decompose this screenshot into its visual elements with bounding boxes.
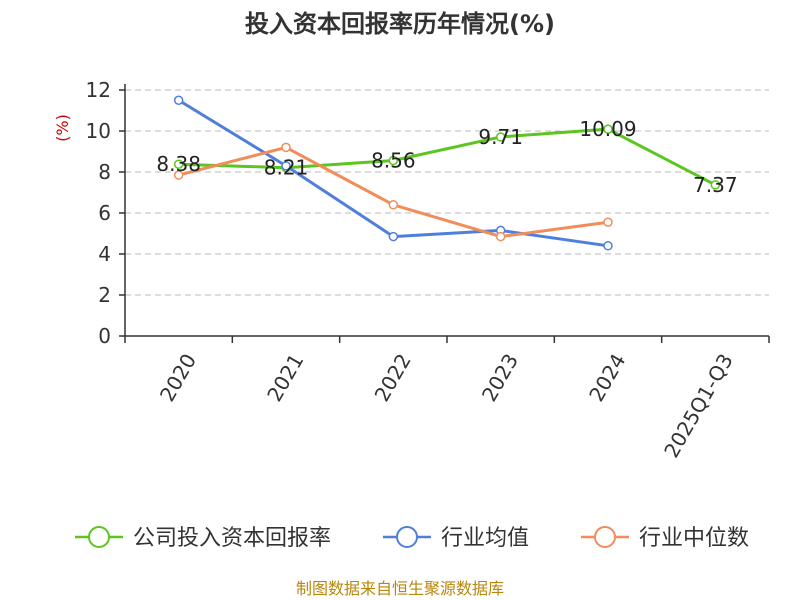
source-note: 制图数据来自恒生聚源数据库 [296, 579, 504, 598]
data-point [710, 180, 721, 190]
y-tick-label: 6 [98, 201, 111, 225]
data-point [603, 241, 613, 251]
y-tick-label: 8 [98, 160, 111, 184]
x-tick-label: 2021 [262, 350, 308, 406]
data-point [281, 142, 291, 153]
x-tick-label: 2025Q1-Q3 [659, 350, 738, 462]
data-point [388, 155, 399, 166]
legend-marker [88, 526, 110, 548]
y-tick-label: 0 [98, 324, 111, 348]
legend: 公司投入资本回报率 行业均值 行业中位数 [75, 526, 749, 551]
chart-title: 投入资本回报率历年情况(%) [245, 10, 555, 38]
data-point [281, 161, 291, 171]
legend-marker [396, 526, 418, 548]
data-point [173, 159, 184, 169]
data-point [603, 217, 613, 227]
grid [125, 89, 769, 296]
data-labels: 8.38 8.21 8.56 9.71 10.09 7.37 [156, 117, 737, 197]
data-point [173, 95, 184, 105]
data-label: 10.09 [579, 117, 636, 141]
x-tick-label: 2020 [155, 350, 201, 406]
data-point [603, 124, 613, 134]
axes: 0 2 4 6 8 10 12 2020 2021 2022 2023 2024 2025Q1-Q3 [86, 78, 770, 462]
y-axis-label: (%) [53, 114, 72, 142]
legend-label: 行业均值 [441, 526, 529, 551]
data-label: 8.21 [264, 156, 309, 180]
data-label: 8.38 [156, 152, 201, 176]
x-tick-label: 2022 [370, 350, 416, 406]
y-tick-label: 2 [98, 283, 111, 307]
data-label: 8.56 [371, 149, 416, 173]
legend-marker [594, 526, 616, 548]
series-line-1 [177, 98, 609, 248]
series-lines [173, 95, 721, 251]
y-tick-label: 12 [86, 78, 111, 102]
legend-label: 公司投入资本回报率 [133, 526, 331, 551]
x-tick-label: 2024 [584, 350, 630, 406]
y-tick-label: 10 [86, 119, 111, 143]
data-point [388, 200, 399, 210]
x-tick-label: 2023 [477, 349, 523, 405]
data-point [495, 231, 506, 242]
data-label: 9.71 [478, 125, 523, 149]
series-line-0 [178, 127, 717, 187]
data-point [495, 132, 506, 142]
legend-label: 行业中位数 [639, 526, 749, 551]
data-point [173, 170, 184, 180]
data-point [388, 231, 399, 242]
y-tick-label: 4 [98, 242, 111, 266]
data-label: 7.37 [693, 173, 738, 197]
